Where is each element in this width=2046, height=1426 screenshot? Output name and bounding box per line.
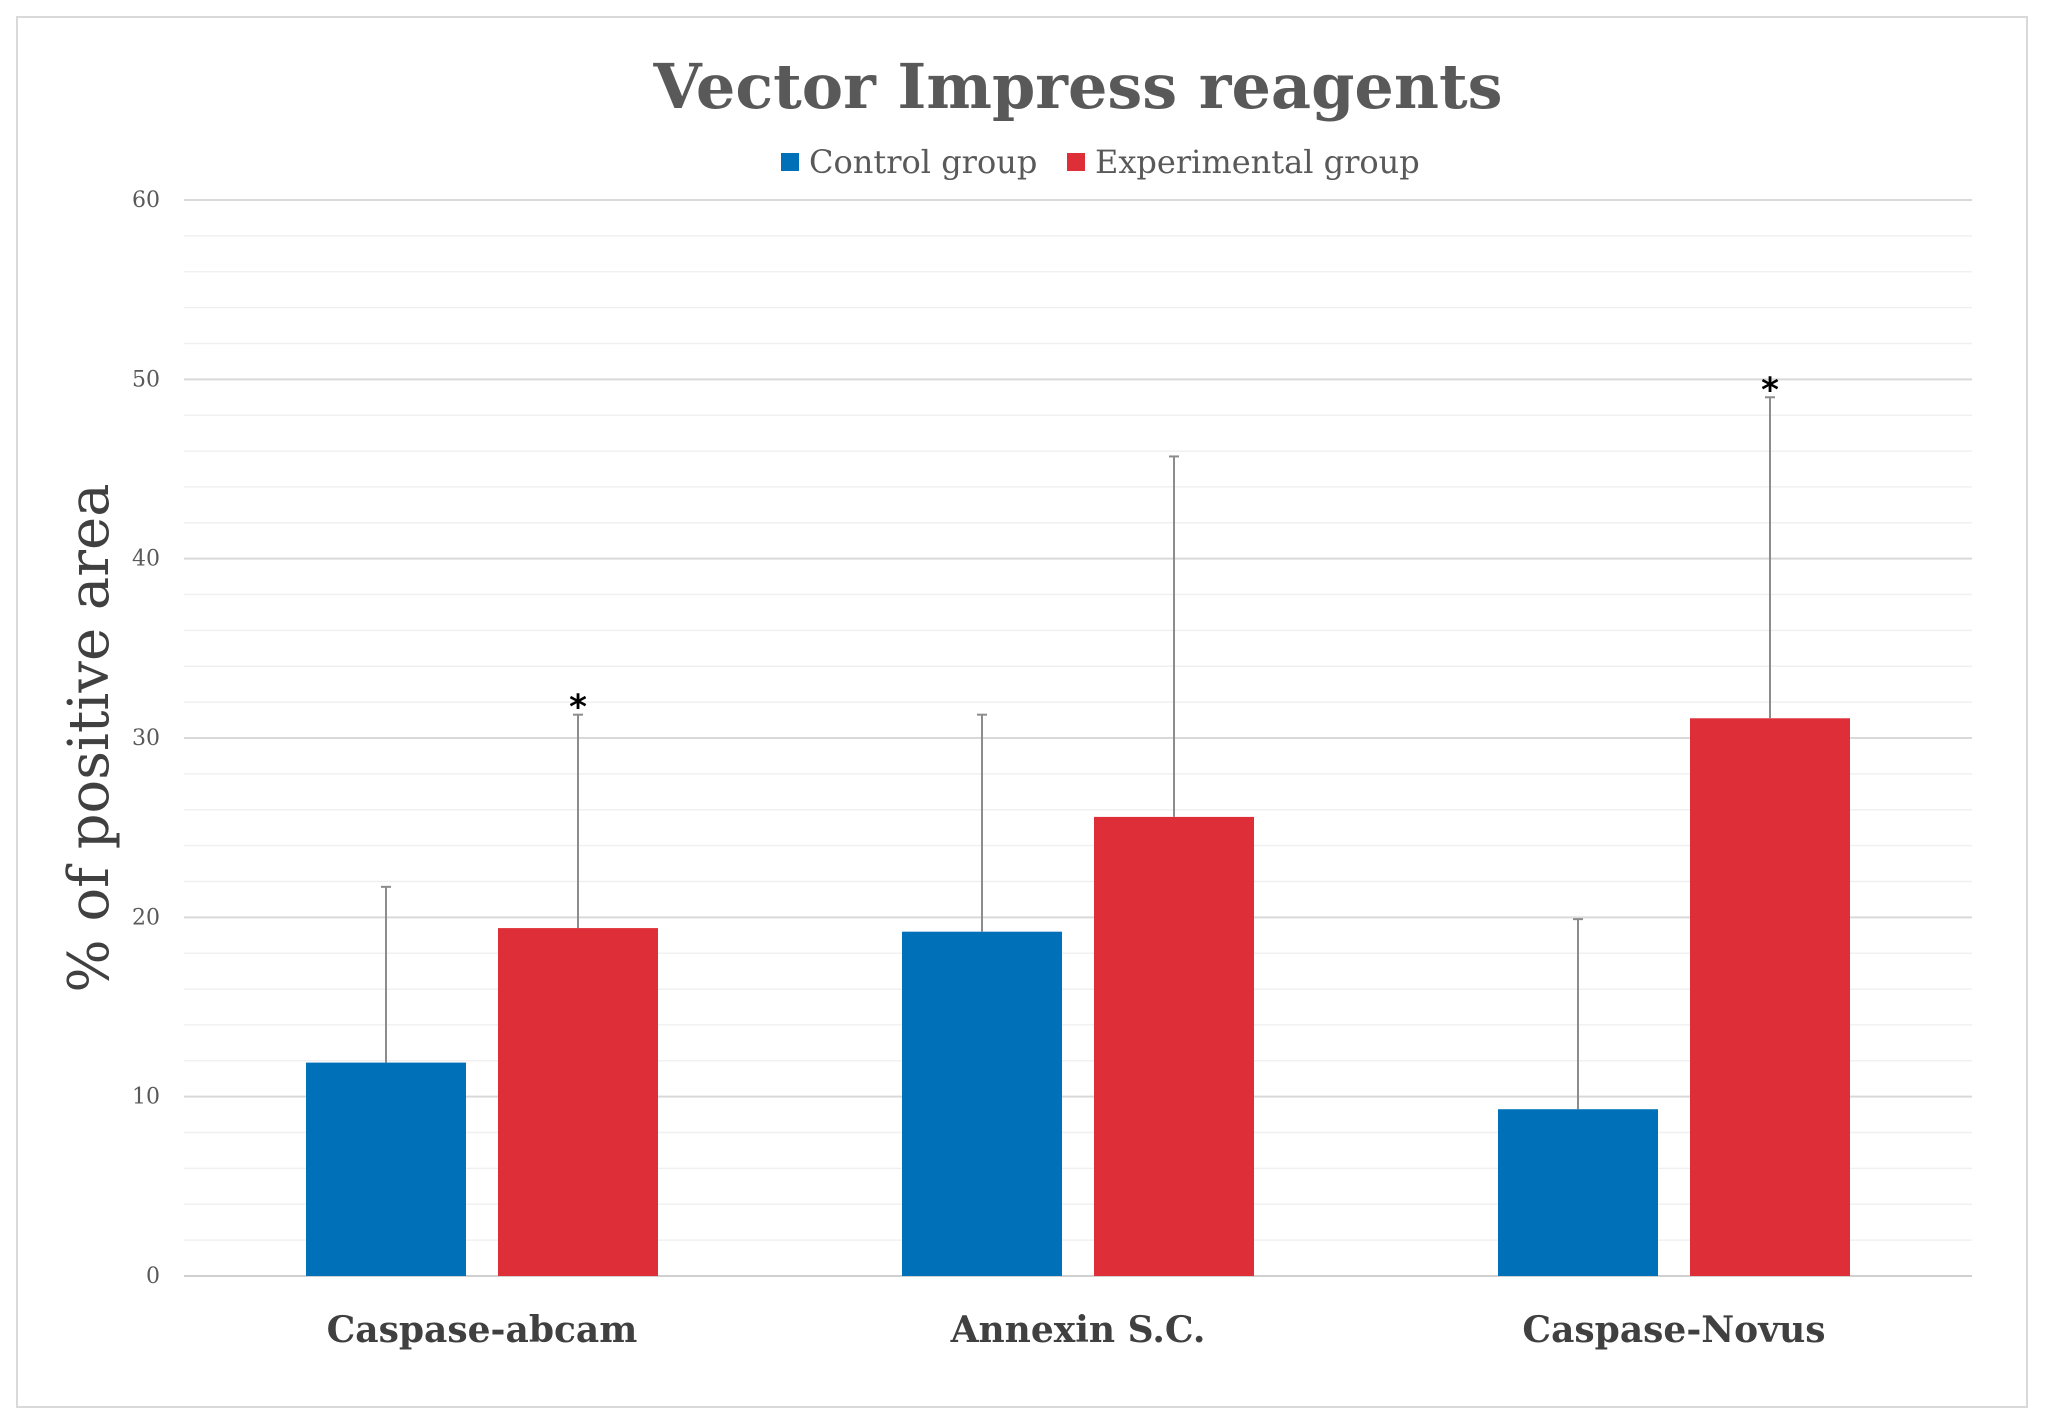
bar-experimental — [1094, 816, 1254, 1276]
gridlines — [184, 199, 1972, 1277]
y-axis-label: % of positive area — [57, 483, 122, 992]
error-bars: ** — [381, 370, 1779, 1110]
y-tick-label: 60 — [132, 188, 160, 213]
y-axis-ticks: 0 10 20 30 40 50 60 — [132, 188, 160, 1289]
bar-experimental — [498, 928, 658, 1276]
x-category-label: Caspase-Novus — [1522, 1309, 1825, 1351]
y-tick-label: 10 — [132, 1085, 160, 1110]
y-tick-label: 0 — [146, 1264, 160, 1289]
y-tick-label: 20 — [132, 905, 160, 930]
legend-label-experimental: Experimental group — [1095, 143, 1420, 181]
bars — [306, 718, 1850, 1276]
significance-marker: * — [569, 688, 587, 728]
legend: Control group Experimental group — [781, 143, 1420, 181]
legend-label-control: Control group — [809, 143, 1037, 181]
x-category-label: Annexin S.C. — [950, 1309, 1206, 1351]
y-tick-label: 40 — [132, 547, 160, 572]
legend-swatch-experimental — [1067, 153, 1085, 171]
y-tick-label: 30 — [132, 726, 160, 751]
bar-experimental — [1690, 718, 1850, 1276]
legend-swatch-control — [781, 153, 799, 171]
significance-marker: * — [1761, 370, 1779, 410]
bar-control — [902, 931, 1062, 1276]
bar-control — [306, 1062, 466, 1276]
y-tick-label: 50 — [132, 367, 160, 392]
x-axis-categories: Caspase-abcam Annexin S.C. Caspase-Novus — [327, 1309, 1826, 1351]
x-category-label: Caspase-abcam — [327, 1309, 638, 1351]
chart-title: Vector Impress reagents — [652, 50, 1502, 123]
bar-control — [1498, 1109, 1658, 1276]
